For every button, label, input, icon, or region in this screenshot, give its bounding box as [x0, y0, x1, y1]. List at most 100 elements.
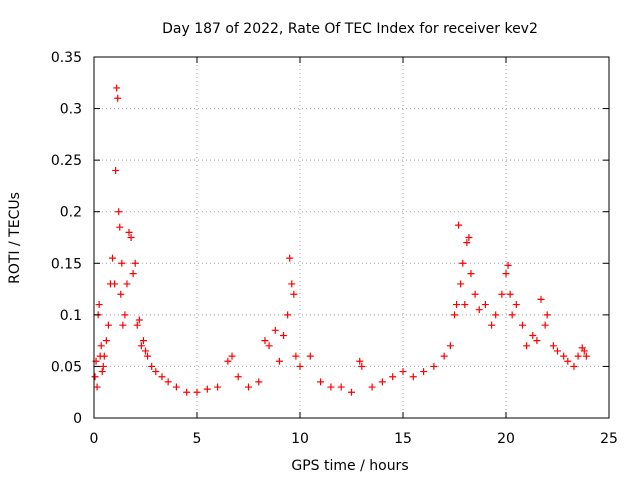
- data-point: [582, 352, 590, 360]
- y-tick-label: 0.15: [51, 256, 82, 272]
- data-point: [280, 331, 288, 339]
- data-point: [255, 378, 263, 386]
- data-point: [498, 290, 506, 298]
- data-point: [172, 383, 180, 391]
- data-point: [420, 368, 428, 376]
- data-point: [512, 301, 520, 309]
- data-point: [100, 352, 108, 360]
- x-tick-label: 0: [90, 431, 99, 447]
- data-point: [306, 352, 314, 360]
- data-point: [97, 342, 105, 350]
- data-point: [337, 383, 345, 391]
- data-point: [506, 290, 514, 298]
- data-point: [214, 383, 222, 391]
- x-axis-ticks: 0 5 10 15 20 25: [90, 57, 618, 447]
- data-point: [234, 373, 242, 381]
- data-point: [111, 280, 119, 288]
- data-point: [409, 373, 417, 381]
- data-point: [121, 311, 129, 319]
- data-point: [481, 301, 489, 309]
- y-tick-label: 0: [73, 411, 82, 427]
- data-point: [286, 254, 294, 262]
- data-point: [109, 254, 117, 262]
- data-point: [430, 362, 438, 370]
- data-point: [292, 352, 300, 360]
- data-point: [193, 388, 201, 396]
- data-point: [148, 362, 156, 370]
- data-point: [356, 357, 364, 365]
- data-point: [245, 383, 252, 391]
- data-point: [570, 362, 578, 370]
- data-point: [275, 357, 283, 365]
- data-point: [502, 270, 510, 278]
- data-point: [446, 342, 454, 350]
- data-point: [119, 321, 127, 329]
- y-axis-ticks: 0 0.05 0.1 0.15 0.2 0.25 0.3 0.35: [51, 50, 609, 427]
- data-point: [284, 311, 292, 319]
- data-point: [261, 337, 269, 345]
- data-point: [118, 259, 126, 267]
- data-point: [142, 347, 149, 355]
- data-point: [453, 301, 461, 309]
- grid: [94, 57, 609, 418]
- data-point: [440, 352, 448, 360]
- data-point: [115, 208, 123, 216]
- data-point: [296, 362, 304, 370]
- data-point: [529, 331, 537, 339]
- data-point: [457, 280, 465, 288]
- data-point: [549, 342, 557, 350]
- y-tick-label: 0.2: [60, 205, 82, 221]
- data-point: [475, 306, 483, 314]
- data-point: [459, 259, 467, 267]
- data-point: [99, 362, 107, 370]
- data-point: [91, 373, 99, 381]
- data-point: [290, 290, 298, 298]
- data-point: [139, 337, 147, 345]
- x-tick-label: 15: [394, 431, 412, 447]
- data-point: [183, 388, 191, 396]
- data-point: [137, 342, 145, 350]
- data-point: [95, 301, 103, 309]
- data-point: [461, 301, 469, 309]
- y-tick-label: 0.3: [60, 102, 82, 118]
- data-point: [98, 368, 106, 376]
- y-tick-label: 0.05: [51, 359, 82, 375]
- data-point: [560, 352, 568, 360]
- chart-title: Day 187 of 2022, Rate Of TEC Index for r…: [162, 21, 538, 37]
- data-point: [451, 311, 458, 319]
- data-point: [358, 362, 366, 370]
- data-point: [463, 239, 471, 247]
- data-point: [228, 352, 236, 360]
- data-point: [93, 383, 101, 391]
- x-tick-label: 25: [600, 431, 618, 447]
- data-point: [116, 223, 124, 231]
- data-point: [129, 270, 137, 278]
- data-point: [543, 311, 551, 319]
- data-point: [144, 352, 152, 360]
- data-point: [518, 321, 526, 329]
- data-point: [224, 357, 232, 365]
- x-tick-label: 5: [193, 431, 202, 447]
- data-point: [488, 321, 496, 329]
- data-point: [465, 234, 473, 241]
- data-point: [125, 228, 133, 236]
- data-point: [471, 290, 479, 298]
- data-point: [164, 378, 172, 386]
- data-point: [127, 234, 135, 241]
- data-point: [399, 368, 407, 376]
- y-tick-label: 0.35: [51, 50, 82, 66]
- data-point: [102, 337, 110, 345]
- data-point: [492, 311, 500, 319]
- data-point: [574, 352, 582, 360]
- data-point: [533, 337, 541, 345]
- data-point: [378, 378, 386, 386]
- data-point: [564, 357, 572, 365]
- data-point: [113, 84, 121, 92]
- data-point: [455, 221, 463, 229]
- data-points: [91, 84, 590, 396]
- data-point: [327, 383, 335, 391]
- data-point: [133, 321, 141, 329]
- data-point: [537, 295, 545, 303]
- data-point: [554, 347, 561, 355]
- data-point: [152, 368, 160, 376]
